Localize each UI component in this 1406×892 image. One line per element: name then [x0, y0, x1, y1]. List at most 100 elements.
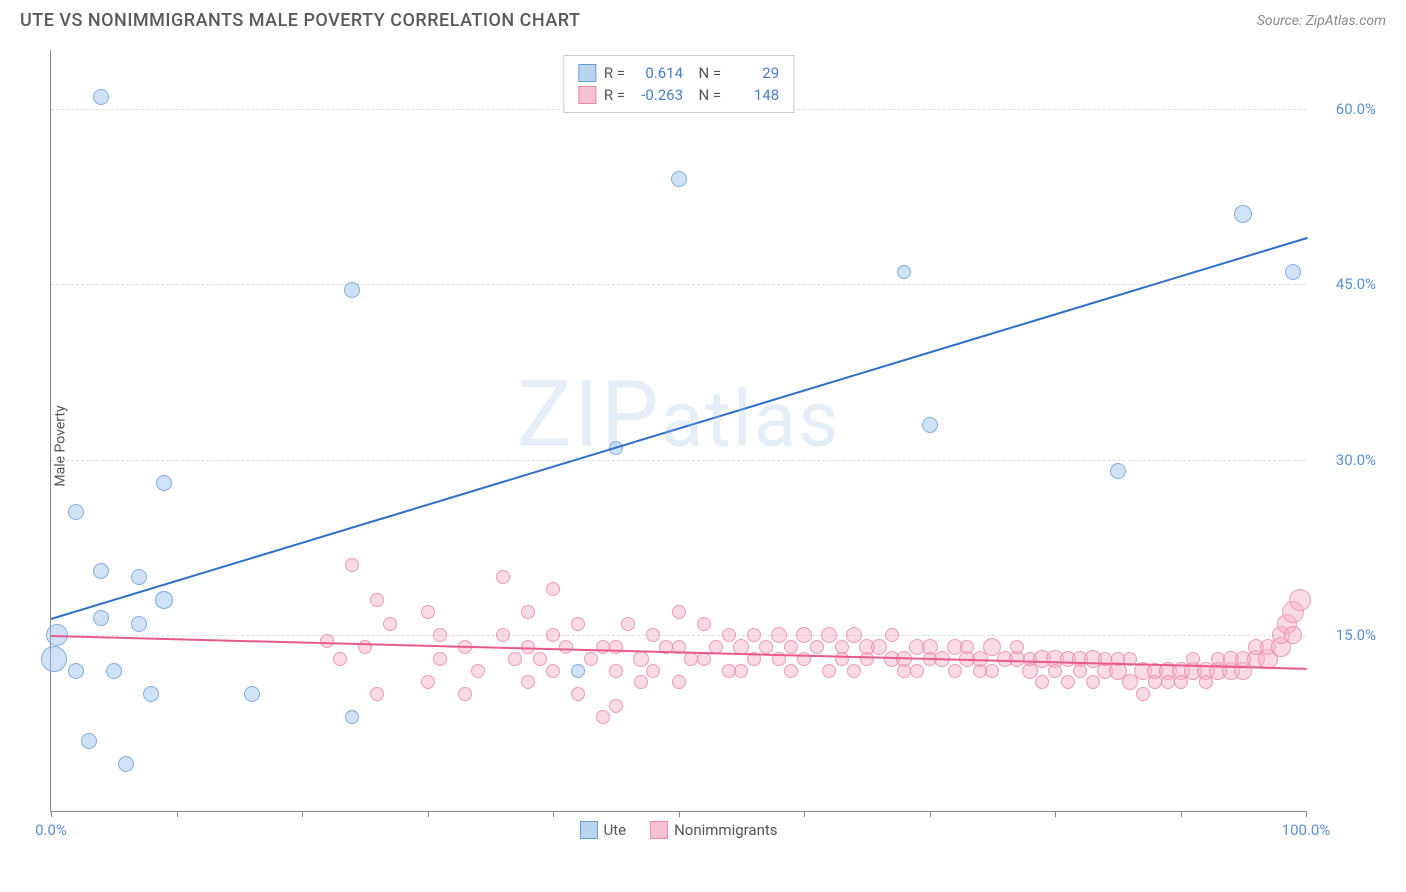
- scatter-point: [1234, 205, 1252, 223]
- scatter-point: [433, 652, 447, 666]
- scatter-point: [1061, 675, 1075, 689]
- chart-container: Male Poverty ZIPatlas R =0.614 N =29R =-…: [50, 50, 1386, 842]
- scatter-point: [672, 605, 686, 619]
- x-tick-label: 100.0%: [1282, 821, 1331, 839]
- scatter-point: [131, 569, 147, 585]
- scatter-point: [93, 89, 109, 105]
- scatter-point: [897, 265, 911, 279]
- x-tick: [553, 811, 554, 817]
- scatter-point: [671, 171, 687, 187]
- scatter-point: [910, 664, 924, 678]
- scatter-point: [596, 710, 610, 724]
- scatter-point: [131, 616, 147, 632]
- scatter-point: [633, 651, 649, 667]
- scatter-point: [1289, 589, 1311, 611]
- scatter-point: [1174, 675, 1188, 689]
- n-value: 29: [729, 64, 779, 82]
- scatter-point: [609, 699, 623, 713]
- scatter-point: [546, 628, 560, 642]
- scatter-point: [68, 504, 84, 520]
- x-tick: [51, 811, 52, 817]
- scatter-point: [672, 675, 686, 689]
- scatter-point: [118, 756, 134, 772]
- trend-line: [51, 237, 1308, 620]
- y-tick-label: 30.0%: [1336, 451, 1376, 469]
- scatter-point: [546, 664, 560, 678]
- scatter-point: [810, 640, 824, 654]
- n-value: 148: [729, 86, 779, 104]
- scatter-point: [835, 652, 849, 666]
- gridline: [51, 460, 1306, 461]
- scatter-point: [885, 628, 899, 642]
- scatter-point: [143, 686, 159, 702]
- scatter-point: [734, 664, 748, 678]
- legend-swatch: [578, 64, 596, 82]
- scatter-point: [81, 733, 97, 749]
- scatter-point: [747, 628, 761, 642]
- r-value: -0.263: [633, 86, 683, 104]
- y-tick-label: 45.0%: [1336, 275, 1376, 293]
- scatter-point: [496, 570, 510, 584]
- scatter-point: [784, 664, 798, 678]
- scatter-point: [759, 640, 773, 654]
- scatter-point: [533, 652, 547, 666]
- legend-bottom: Ute Nonimmigrants: [579, 821, 777, 839]
- x-tick: [1306, 811, 1307, 817]
- scatter-point: [571, 617, 585, 631]
- scatter-point: [796, 627, 812, 643]
- plot-area: ZIPatlas R =0.614 N =29R =-0.263 N =148 …: [50, 50, 1306, 812]
- scatter-point: [433, 628, 447, 642]
- scatter-point: [697, 617, 711, 631]
- legend-row: R = -0.263 N = 148: [578, 84, 779, 106]
- scatter-point: [822, 664, 836, 678]
- watermark: ZIPatlas: [517, 362, 841, 469]
- scatter-point: [471, 664, 485, 678]
- scatter-point: [646, 628, 660, 642]
- r-label: R =: [604, 64, 625, 82]
- n-label: N =: [691, 64, 721, 82]
- x-tick: [302, 811, 303, 817]
- scatter-point: [821, 627, 837, 643]
- scatter-point: [1110, 463, 1126, 479]
- scatter-point: [722, 628, 736, 642]
- n-label: N =: [691, 86, 721, 104]
- legend-swatch: [579, 821, 597, 839]
- scatter-point: [584, 652, 598, 666]
- scatter-point: [370, 593, 384, 607]
- scatter-point: [93, 610, 109, 626]
- scatter-point: [496, 628, 510, 642]
- legend-label: Ute: [603, 821, 626, 839]
- legend-top: R =0.614 N =29R =-0.263 N =148: [563, 55, 794, 113]
- legend-item: Ute: [579, 821, 626, 839]
- scatter-point: [345, 558, 359, 572]
- scatter-point: [634, 675, 648, 689]
- legend-swatch: [650, 821, 668, 839]
- legend-item: Nonimmigrants: [650, 821, 777, 839]
- scatter-point: [68, 663, 84, 679]
- scatter-point: [421, 675, 435, 689]
- scatter-point: [156, 475, 172, 491]
- x-tick: [1181, 811, 1182, 817]
- scatter-point: [344, 282, 360, 298]
- r-label: R =: [604, 86, 625, 104]
- scatter-point: [41, 646, 67, 672]
- scatter-point: [93, 563, 109, 579]
- x-tick: [177, 811, 178, 817]
- legend-row: R =0.614 N =29: [578, 62, 779, 84]
- scatter-point: [1073, 664, 1087, 678]
- chart-title: UTE VS NONIMMIGRANTS MALE POVERTY CORREL…: [20, 10, 580, 31]
- x-tick-label: 0.0%: [35, 821, 67, 839]
- scatter-point: [646, 664, 660, 678]
- scatter-point: [106, 663, 122, 679]
- x-tick: [679, 811, 680, 817]
- scatter-point: [521, 605, 535, 619]
- scatter-point: [458, 687, 472, 701]
- scatter-point: [521, 675, 535, 689]
- gridline: [51, 284, 1306, 285]
- x-tick: [930, 811, 931, 817]
- scatter-point: [571, 664, 585, 678]
- scatter-point: [847, 664, 861, 678]
- scatter-point: [1284, 626, 1302, 644]
- gridline: [51, 635, 1306, 636]
- scatter-point: [1136, 687, 1150, 701]
